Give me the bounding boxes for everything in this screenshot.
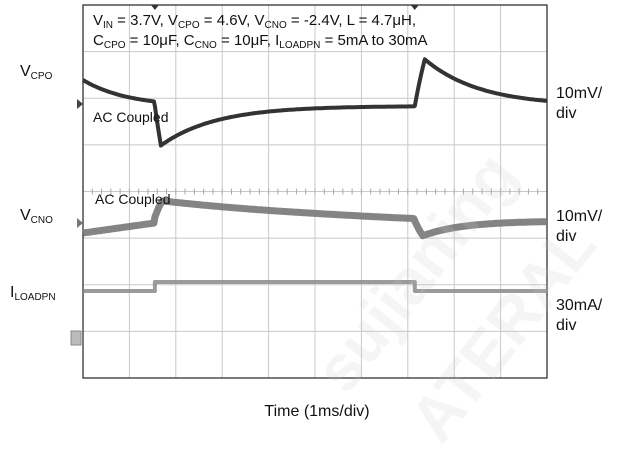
oscilloscope-chart: VIN = 3.7V, VCPO = 4.6V, VCNO = -2.4V, L… (10, 4, 603, 420)
title-line-1-part-4: = 4.6V, V (199, 12, 265, 29)
channel-3-marker-icon (70, 330, 82, 346)
trigger-marker-icon (150, 5, 159, 10)
scale-label-vcpo: 10mV/div (556, 85, 603, 122)
title-line-2-part-4: = 10μF, I (216, 32, 280, 49)
vcpo-trace (81, 57, 549, 148)
title-line-1-part-0: V (93, 12, 104, 29)
title-line-1-part-1: IN (103, 20, 114, 31)
chart-title-line-1: VIN = 3.7V, VCPO = 4.6V, VCNO = -2.4V, L… (93, 12, 416, 35)
channel-2-marker-icon (77, 218, 83, 228)
title-line-2-part-3: CNO (194, 40, 217, 51)
channel-label-vcno: VCNO (20, 207, 53, 226)
x-axis-label: Time (1ms/div) (264, 403, 370, 420)
title-line-2-part-2: = 10μF, C (125, 32, 195, 49)
channel-1-marker-icon (77, 99, 83, 109)
title-line-2-part-5: LOADPN (279, 40, 321, 51)
title-line-1-part-3: CPO (177, 20, 200, 31)
title-line-1-part-5: CNO (264, 20, 287, 31)
channel-label-iloadpn: ILOADPN (10, 284, 56, 303)
title-line-1-part-6: = -2.4V, L = 4.7μH, (286, 12, 417, 29)
title-line-2-part-6: = 5mA to 30mA (320, 32, 428, 49)
channel-label-vcpo: VCPO (20, 63, 53, 82)
chart-title-line-2: CCPO = 10μF, CCNO = 10μF, ILOADPN = 5mA … (93, 32, 428, 55)
plot-area (70, 4, 551, 379)
ac-coupled-label-vcpo: AC Coupled (93, 109, 169, 125)
title-line-2-part-1: CPO (103, 40, 126, 51)
ac-coupled-label-vcno: AC Coupled (95, 191, 171, 207)
scale-label-iloadpn: 30mA/div (556, 297, 603, 334)
vcno-trace (81, 197, 551, 240)
title-line-1-part-2: = 3.7V, V (113, 12, 178, 29)
iloadpn-trace (83, 280, 547, 293)
scale-label-vcno: 10mV/div (556, 208, 603, 245)
plot-border (82, 4, 548, 379)
title-line-2-part-0: C (93, 32, 104, 49)
trigger-marker-icon (410, 5, 419, 10)
